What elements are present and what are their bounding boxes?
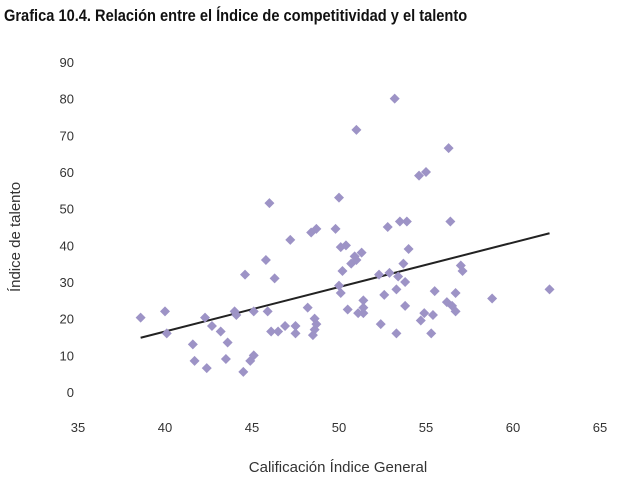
data-point xyxy=(311,223,322,234)
y-tick-label: 90 xyxy=(60,55,74,70)
data-point xyxy=(222,337,233,348)
data-point xyxy=(401,216,412,227)
data-point xyxy=(398,258,409,269)
data-point xyxy=(206,321,217,331)
data-point xyxy=(290,328,301,339)
data-point xyxy=(375,319,386,330)
data-point xyxy=(248,306,259,317)
data-points xyxy=(135,93,555,377)
data-point xyxy=(330,223,341,234)
data-point xyxy=(135,312,146,323)
y-tick-label: 40 xyxy=(60,238,74,253)
data-point xyxy=(248,350,259,361)
x-tick-label: 40 xyxy=(158,420,172,435)
data-point xyxy=(311,319,322,330)
data-point xyxy=(266,326,277,337)
data-point xyxy=(161,328,172,339)
x-tick-label: 55 xyxy=(419,420,433,435)
y-tick-label: 30 xyxy=(60,275,74,290)
data-point xyxy=(351,255,362,265)
data-point xyxy=(403,244,414,254)
data-point xyxy=(421,167,431,177)
data-point xyxy=(238,366,249,377)
data-point xyxy=(356,247,367,258)
data-point xyxy=(457,266,468,276)
data-point xyxy=(415,315,426,326)
data-point xyxy=(280,321,291,331)
data-point xyxy=(391,328,402,339)
y-tick-label: 0 xyxy=(67,385,74,400)
y-tick-label: 70 xyxy=(60,128,74,143)
data-point xyxy=(353,308,364,319)
data-point xyxy=(269,273,280,284)
data-point xyxy=(273,326,284,337)
data-point xyxy=(337,266,348,276)
data-point xyxy=(394,216,405,227)
data-point xyxy=(450,306,461,317)
data-point xyxy=(429,286,440,297)
data-point xyxy=(340,240,351,251)
data-point xyxy=(160,306,170,317)
data-point xyxy=(302,302,313,313)
x-tick-label: 60 xyxy=(506,420,520,435)
data-point xyxy=(391,284,402,295)
data-point xyxy=(450,288,461,298)
data-point xyxy=(389,93,400,104)
data-point xyxy=(414,170,425,181)
data-point xyxy=(393,271,404,282)
data-point xyxy=(443,143,454,154)
data-point xyxy=(379,289,390,300)
data-point xyxy=(264,198,275,209)
data-point xyxy=(400,277,411,287)
x-tick-label: 65 xyxy=(593,420,607,435)
data-point xyxy=(358,308,369,319)
data-point xyxy=(335,288,346,298)
data-point xyxy=(187,339,198,350)
data-point xyxy=(334,192,344,203)
data-point xyxy=(374,269,385,280)
chart-title: Grafica 10.4. Relación entre el Índice d… xyxy=(4,6,468,25)
data-point xyxy=(189,355,200,366)
data-point xyxy=(220,354,231,364)
data-point xyxy=(262,306,273,317)
data-point xyxy=(445,216,456,227)
data-point xyxy=(201,363,212,374)
data-point xyxy=(382,222,393,232)
data-point xyxy=(334,280,344,291)
data-point xyxy=(290,321,301,331)
data-point xyxy=(200,312,211,323)
data-point xyxy=(400,300,411,311)
y-tick-label: 10 xyxy=(60,348,74,363)
data-point xyxy=(351,124,362,135)
data-point xyxy=(358,302,369,313)
data-point xyxy=(231,310,242,320)
x-axis-ticks: 35 40 45 50 55 60 65 xyxy=(71,420,607,435)
data-point xyxy=(240,269,251,280)
x-tick-label: 35 xyxy=(71,420,85,435)
data-point xyxy=(544,284,555,295)
y-tick-label: 80 xyxy=(60,92,74,107)
data-point xyxy=(419,308,430,319)
data-point xyxy=(285,234,296,245)
data-point xyxy=(260,255,271,265)
data-point xyxy=(384,267,395,278)
x-axis-label: Calificación Índice General xyxy=(249,459,427,476)
y-axis-label: Índice de talento xyxy=(7,182,24,292)
data-point xyxy=(342,304,353,315)
x-tick-label: 45 xyxy=(245,420,259,435)
data-point xyxy=(487,293,498,304)
x-tick-label: 50 xyxy=(332,420,346,435)
y-axis-ticks: 0 10 20 30 40 50 60 70 80 90 xyxy=(60,55,74,400)
data-point xyxy=(426,328,437,339)
y-tick-label: 20 xyxy=(60,312,74,327)
data-point xyxy=(358,295,369,306)
trend-line xyxy=(140,232,550,339)
y-tick-label: 50 xyxy=(60,202,74,217)
data-point xyxy=(215,326,226,337)
y-tick-label: 60 xyxy=(60,165,74,180)
data-point xyxy=(427,310,438,320)
